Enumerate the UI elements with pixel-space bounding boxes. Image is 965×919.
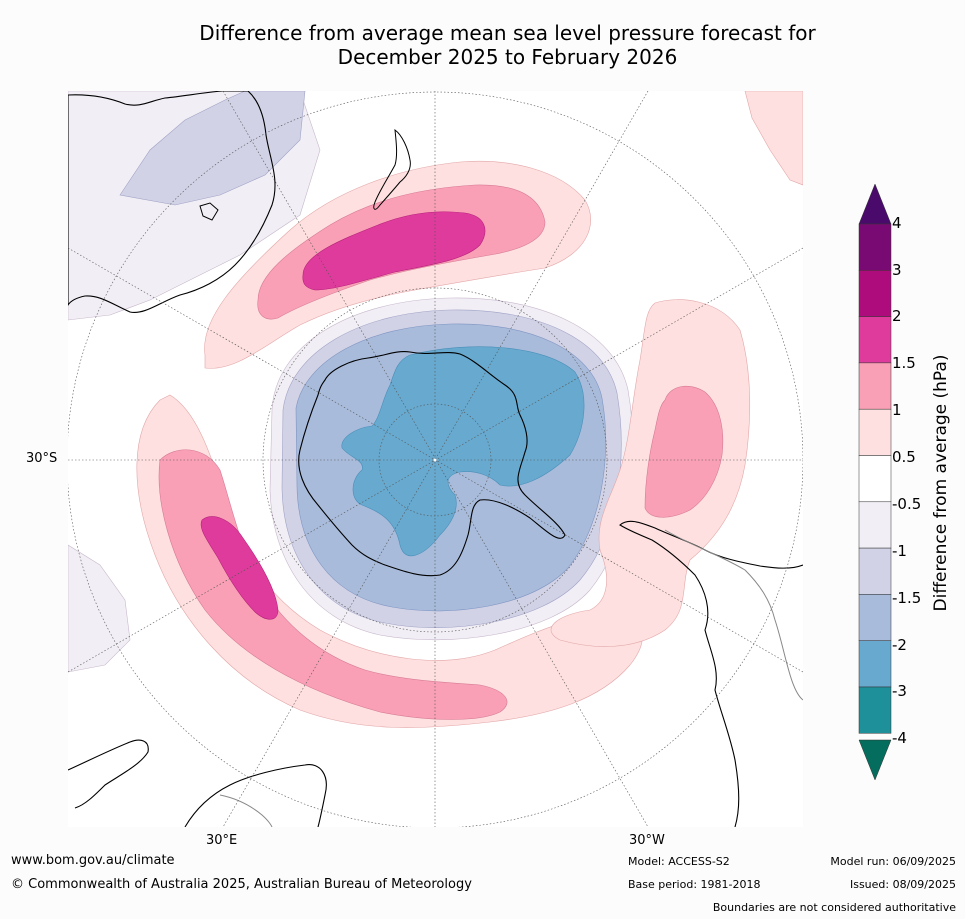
anomaly-neg-australia-inner xyxy=(119,91,306,206)
south-america-border xyxy=(664,529,803,701)
colorbar-over-arrow xyxy=(858,183,892,225)
new-zealand-coastline xyxy=(373,128,411,210)
latitude-label-30s: 30°S xyxy=(26,451,58,466)
anomaly-antarctica-minus-2 xyxy=(341,346,585,557)
footer-copyright: © Commonwealth of Australia 2025, Austra… xyxy=(11,877,472,892)
longitude-label-30e: 30°E xyxy=(206,833,238,848)
title-line-1: Difference from average mean sea level p… xyxy=(199,21,816,45)
australia-coastline xyxy=(68,91,276,313)
colorbar-band-neg-0-5-1 xyxy=(858,501,892,549)
colorbar-tick-minus-3: -3 xyxy=(892,682,907,700)
footer-issued: Issued: 08/09/2025 xyxy=(849,878,956,891)
colorbar xyxy=(858,183,892,781)
colorbar-band-neg-3-4 xyxy=(858,686,892,734)
colorbar-tick-minus-4: -4 xyxy=(892,729,907,747)
anomaly-pos-northeast xyxy=(744,91,803,186)
tasmania-coastline xyxy=(199,202,219,221)
colorbar-title: Difference from average (hPa) xyxy=(931,354,951,612)
footer-disclaimer: Boundaries are not considered authoritat… xyxy=(712,901,956,914)
africa-border xyxy=(219,794,273,827)
anomaly-pos-atlantic-1 xyxy=(644,385,724,518)
antarctica-coastline xyxy=(298,351,566,577)
colorbar-under-arrow xyxy=(858,739,892,781)
colorbar-tick-minus-0-5: -0.5 xyxy=(892,495,922,513)
colorbar-band-1-5-2 xyxy=(858,316,892,364)
colorbar-tick-3: 3 xyxy=(892,261,902,279)
title-line-2: December 2025 to February 2026 xyxy=(337,45,678,69)
colorbar-band-neutral xyxy=(858,455,892,503)
colorbar-band-1-1-5 xyxy=(858,362,892,410)
anomaly-pos-indian-1-5 xyxy=(200,516,279,620)
colorbar-tick-1-5: 1.5 xyxy=(892,354,916,372)
anomaly-pos-australia-1-5 xyxy=(302,211,486,291)
africa-coastline xyxy=(68,739,327,827)
footer-model-run: Model run: 06/09/2025 xyxy=(830,855,956,868)
colorbar-band-3-4 xyxy=(858,223,892,271)
footer-base-period: Base period: 1981-2018 xyxy=(628,878,761,891)
colorbar-band-neg-2-3 xyxy=(858,640,892,688)
colorbar-tick-minus-2: -2 xyxy=(892,636,907,654)
colorbar-tick-2: 2 xyxy=(892,307,902,325)
longitude-label-30w: 30°W xyxy=(629,833,665,848)
anomaly-pos-indian-1 xyxy=(158,449,508,720)
colorbar-band-0-5-1 xyxy=(858,408,892,456)
colorbar-band-neg-1-1-5 xyxy=(858,547,892,595)
colorbar-band-neg-1-5-2 xyxy=(858,594,892,641)
chart-title: Difference from average mean sea level p… xyxy=(0,21,965,69)
colorbar-tick-0-5: 0.5 xyxy=(892,448,916,466)
footer-website: www.bom.gov.au/climate xyxy=(11,853,175,868)
colorbar-tick-4: 4 xyxy=(892,214,902,232)
map-area xyxy=(68,91,803,827)
colorbar-tick-minus-1-5: -1.5 xyxy=(892,589,922,607)
colorbar-tick-1: 1 xyxy=(892,401,902,419)
south-pole-marker xyxy=(433,458,437,462)
colorbar-tick-minus-1: -1 xyxy=(892,542,907,560)
footer-model: Model: ACCESS-S2 xyxy=(628,855,730,868)
colorbar-band-2-3 xyxy=(858,270,892,317)
